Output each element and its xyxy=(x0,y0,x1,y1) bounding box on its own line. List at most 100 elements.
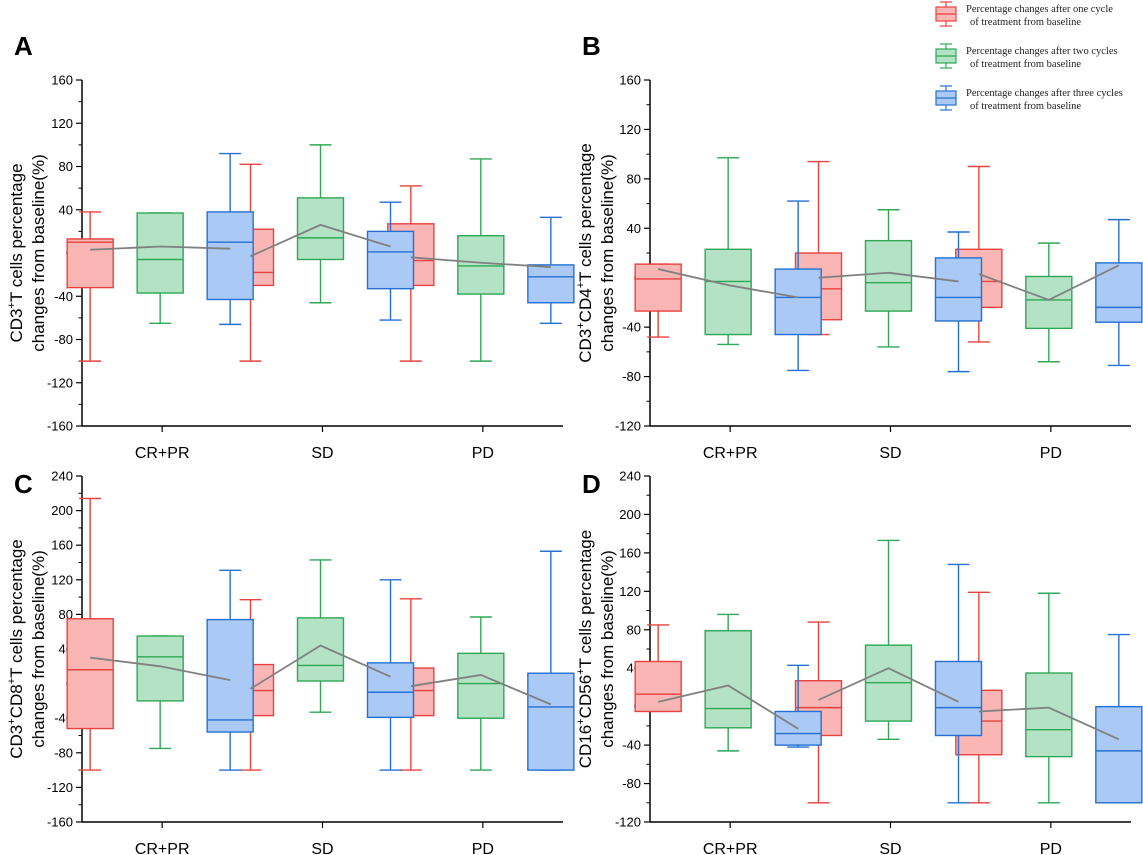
y-tick-label: 160 xyxy=(619,73,641,88)
y-label-part: CD4 xyxy=(576,288,595,322)
box-iqr xyxy=(634,263,682,312)
x-tick-label: CR+PR xyxy=(703,445,758,462)
box-blue-sd xyxy=(366,579,415,771)
box-iqr xyxy=(774,268,822,336)
y-tick-label: 120 xyxy=(51,116,73,131)
y-tick-label: 160 xyxy=(619,545,641,560)
box-green-pd xyxy=(1025,242,1073,363)
box-series-group xyxy=(634,539,1143,804)
mean-line xyxy=(90,656,231,682)
y-tick-label: 200 xyxy=(619,507,641,522)
mean-line xyxy=(90,245,231,251)
y-tick-label: 120 xyxy=(51,572,73,587)
x-tick-label: CR+PR xyxy=(135,841,190,855)
panel-letter: A xyxy=(14,31,33,61)
box-red-cr-pr xyxy=(66,211,114,362)
box-iqr xyxy=(296,617,345,682)
legend-entry-blue: Percentage changes after three cycles of … xyxy=(935,85,1123,112)
box-blue-pd xyxy=(1095,218,1143,367)
panel-c: C-160-120-80-4004080120160200240CR+PRSDP… xyxy=(6,469,575,855)
y-axis-label-line2: changes from baseline(%) xyxy=(29,154,48,351)
y-tick-label: -40 xyxy=(54,289,73,304)
y-tick-label: -80 xyxy=(622,776,641,791)
panel-b: B-120-80-4004080120160CR+PRSDPDCD3+CD4+T… xyxy=(575,31,1143,462)
mean-line xyxy=(410,256,551,268)
y-tick-label: 40 xyxy=(627,221,641,236)
panel-letter: C xyxy=(14,469,33,499)
mean-line xyxy=(250,223,391,258)
box-green-sd xyxy=(296,144,345,304)
box-iqr xyxy=(66,618,114,730)
box-blue-sd xyxy=(934,563,983,804)
superscript-plus: + xyxy=(6,302,18,308)
mean-line xyxy=(410,674,552,706)
box-iqr xyxy=(296,197,345,261)
y-label-part: T cells percentage xyxy=(576,143,595,282)
box-blue-pd xyxy=(1095,633,1143,804)
y-tick-label: 120 xyxy=(619,584,641,599)
y-tick-label: 160 xyxy=(51,538,73,553)
mean-line xyxy=(978,264,1120,301)
box-iqr xyxy=(206,618,254,733)
superscript-plus: + xyxy=(6,678,18,684)
x-tick-label: CR+PR xyxy=(703,841,758,855)
mean-line xyxy=(657,268,799,299)
x-tick-label: PD xyxy=(1040,445,1062,462)
box-iqr xyxy=(704,248,752,336)
legend-label-line2: of treatment from baseline xyxy=(970,17,1081,28)
y-tick-label: 80 xyxy=(627,171,641,186)
box-iqr xyxy=(136,212,184,294)
y-tick-label: 80 xyxy=(59,159,73,174)
box-iqr xyxy=(634,660,682,713)
box-blue-cr-pr xyxy=(206,569,254,771)
box-blue-cr-pr xyxy=(774,200,822,372)
box-iqr xyxy=(457,234,505,295)
box-green-pd xyxy=(457,158,505,362)
legend: Percentage changes after one cycle of tre… xyxy=(935,1,1123,112)
panel-a: A-160-120-80-4004080120160CR+PRSDPDCD3+T… xyxy=(6,31,575,462)
superscript-plus: + xyxy=(575,718,587,724)
box-iqr xyxy=(366,230,415,290)
y-tick-label: -160 xyxy=(47,815,73,830)
y-tick-label: -120 xyxy=(47,780,73,795)
y-tick-label: 160 xyxy=(51,73,73,88)
box-iqr xyxy=(527,264,575,304)
legend-entry-green: Percentage changes after two cycles of tr… xyxy=(935,43,1118,70)
y-axis-label: CD3+CD8+T cells percentage xyxy=(6,539,26,759)
y-axis-label: CD16+CD56+T cells percentage xyxy=(575,530,595,768)
superscript-plus: + xyxy=(575,668,587,674)
legend-label-line2: of treatment from baseline xyxy=(970,59,1081,70)
box-green-pd xyxy=(1025,592,1073,804)
y-axis-label-line2: changes from baseline(%) xyxy=(29,550,48,747)
y-axis-label-line2: changes from baseline(%) xyxy=(598,154,617,351)
box-iqr xyxy=(1025,275,1073,330)
y-tick-label: 40 xyxy=(59,202,73,217)
box-iqr xyxy=(457,652,505,719)
box-red-cr-pr xyxy=(634,624,682,713)
x-tick-label: PD xyxy=(472,445,494,462)
box-blue-sd xyxy=(366,201,415,321)
y-axis-label: CD3+CD4+T cells percentage xyxy=(575,143,595,363)
y-tick-label: 80 xyxy=(627,622,641,637)
box-red-cr-pr xyxy=(66,497,114,771)
box-green-pd xyxy=(457,616,505,771)
y-tick-label: -40 xyxy=(622,738,641,753)
box-iqr xyxy=(704,630,752,729)
box-green-sd xyxy=(296,559,345,713)
mean-line xyxy=(978,706,1120,741)
y-label-part: T cells percentage xyxy=(576,530,595,669)
box-iqr xyxy=(527,672,575,771)
superscript-plus: + xyxy=(575,322,587,328)
box-green-cr-pr xyxy=(704,157,752,346)
y-label-part: T cells percentage xyxy=(7,163,26,302)
panel-letter: D xyxy=(582,469,601,499)
y-label-part: CD3 xyxy=(7,309,26,343)
box-iqr xyxy=(934,660,983,737)
box-iqr xyxy=(136,635,184,702)
superscript-plus: + xyxy=(6,718,18,724)
y-label-part: CD56 xyxy=(576,675,595,718)
box-blue-sd xyxy=(934,231,983,373)
y-tick-label: -80 xyxy=(622,369,641,384)
x-tick-label: CR+PR xyxy=(135,445,190,462)
box-iqr xyxy=(1095,262,1143,323)
